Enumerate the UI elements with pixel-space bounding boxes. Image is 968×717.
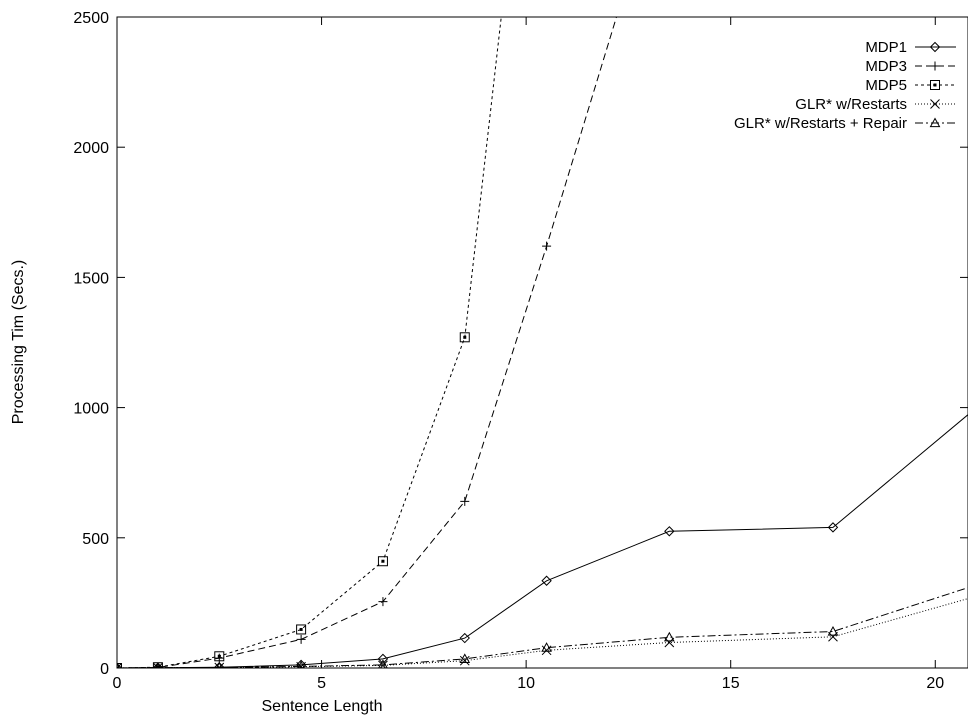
- legend-label: GLR* w/Restarts + Repair: [734, 115, 907, 132]
- x-tick-label: 10: [517, 675, 535, 692]
- legend-marker: [930, 61, 940, 71]
- y-tick-label: 500: [82, 531, 109, 548]
- data-point-series-1: [664, 526, 675, 537]
- legend-label: MDP1: [865, 39, 907, 56]
- data-point-series-3: [377, 556, 388, 567]
- data-point-series-4: [459, 655, 470, 666]
- x-tick-label: 5: [317, 675, 326, 692]
- data-point-series-3-center: [381, 559, 385, 563]
- data-point-series-5: [154, 662, 162, 668]
- legend-label: GLR* w/Restarts: [795, 96, 907, 113]
- axes-frame: [116, 16, 968, 669]
- legend-label: MDP5: [865, 77, 907, 94]
- series-markers: [117, 241, 839, 668]
- data-point-series-3-center: [156, 665, 160, 668]
- data-point-series-4: [828, 631, 838, 642]
- legend-marker-center: [933, 83, 937, 87]
- x-axis-ticks: 0 5 10 15 20: [113, 17, 944, 692]
- data-point-series-4: [378, 660, 388, 668]
- legend-label: MDP3: [865, 58, 907, 75]
- plot-frame: [116, 16, 968, 669]
- data-point-series-2: [296, 634, 306, 644]
- legend-marker: [930, 80, 940, 90]
- data-point-series-1: [541, 575, 552, 586]
- y-tick-label: 2500: [73, 10, 109, 27]
- data-point-series-2: [378, 597, 388, 607]
- data-point-series-4: [153, 662, 163, 668]
- legend-marker: [930, 99, 940, 109]
- data-point-series-1: [214, 662, 225, 668]
- data-point-series-1: [152, 662, 164, 668]
- data-point-series-5: [663, 631, 675, 642]
- y-tick-label: 1500: [73, 270, 109, 287]
- data-point-series-4: [541, 645, 552, 656]
- data-point-series-3-center: [299, 627, 303, 631]
- data-point-series-5: [215, 661, 223, 668]
- data-point-series-5: [297, 660, 306, 668]
- legend-marker: [929, 117, 941, 128]
- y-tick-label: 1000: [73, 401, 109, 418]
- data-point-series-3-center: [463, 335, 467, 339]
- data-point-series-3: [296, 624, 307, 635]
- data-point-series-4: [664, 637, 675, 648]
- data-point-series-4: [214, 662, 225, 668]
- y-axis-ticks: 0 500 1000 1500 2000 2500: [73, 10, 968, 678]
- series-line-4: [117, 598, 968, 668]
- y-axis-label: Processing Tim (Secs.): [10, 260, 27, 424]
- data-point-series-5: [378, 659, 388, 668]
- data-point-series-5: [459, 653, 471, 663]
- series-line-2: [117, 17, 618, 668]
- series-line-5: [117, 587, 968, 668]
- data-point-series-5: [117, 662, 121, 668]
- data-point-series-5: [827, 626, 839, 636]
- y-tick-label: 0: [100, 661, 109, 678]
- x-tick-label: 15: [722, 675, 740, 692]
- data-point-series-3-center: [217, 654, 221, 658]
- x-tick-label: 20: [926, 675, 944, 692]
- data-point-series-4: [296, 661, 306, 668]
- data-point-series-1: [377, 653, 389, 665]
- data-point-series-1: [827, 522, 839, 533]
- x-axis-label: Sentence Length: [262, 698, 383, 715]
- x-tick-label: 0: [113, 675, 122, 692]
- legend-marker: [929, 41, 941, 53]
- data-point-series-3: [459, 332, 470, 343]
- data-point-series-1: [117, 662, 123, 668]
- data-point-series-2: [542, 241, 552, 251]
- data-point-series-4: [117, 663, 122, 668]
- legend: MDP1 MDP3 MDP5 GLR* w/Restarts GLR* w/Restar…: [734, 39, 956, 132]
- data-point-series-5: [541, 642, 552, 652]
- data-point-series-2: [460, 496, 470, 506]
- data-point-series-3: [214, 651, 225, 662]
- data-point-series-1: [459, 632, 470, 644]
- y-tick-label: 2000: [73, 140, 109, 157]
